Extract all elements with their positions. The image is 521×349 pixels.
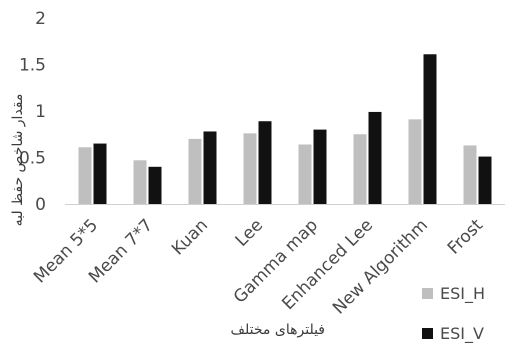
- bar-esi-h: [353, 134, 367, 204]
- legend-swatch: [422, 288, 433, 299]
- bar-esi-v: [258, 121, 272, 204]
- bar-esi-h: [298, 144, 312, 204]
- legend-swatch: [422, 328, 433, 339]
- bar-esi-v: [203, 131, 217, 204]
- x-category-label: Frost: [444, 215, 487, 258]
- y-tick-label: 1.5: [19, 56, 46, 76]
- bar-esi-h: [243, 133, 257, 204]
- legend: ESI_H ESI_V: [422, 284, 485, 344]
- y-tick-label: 0: [35, 195, 46, 215]
- legend-label: ESI_V: [440, 324, 484, 344]
- bar-series: [78, 54, 492, 204]
- y-axis-ticks: 0 0.5 1 1.5 2: [19, 9, 46, 215]
- x-category-label: New Algorithm: [329, 215, 432, 318]
- bar-esi-v: [423, 54, 437, 204]
- x-axis-title: فیلترهای مختلف: [231, 322, 325, 338]
- y-axis-title: مقدار شاخص حفظ لبه: [10, 94, 26, 227]
- bar-esi-v: [93, 143, 107, 204]
- x-category-label: Kuan: [168, 215, 212, 259]
- x-category-label: Lee: [232, 215, 267, 250]
- bar-esi-v: [478, 156, 492, 204]
- y-tick-label: 0.5: [19, 149, 46, 169]
- bar-esi-v: [313, 129, 327, 204]
- bar-esi-h: [188, 138, 202, 204]
- bar-esi-h: [133, 160, 147, 204]
- bar-esi-h: [463, 145, 477, 204]
- legend-label: ESI_H: [440, 284, 485, 304]
- bar-esi-v: [368, 111, 382, 204]
- bar-esi-h: [78, 147, 92, 204]
- bar-esi-h: [408, 119, 422, 204]
- y-tick-label: 2: [35, 9, 46, 29]
- y-tick-label: 1: [35, 102, 46, 122]
- bar-esi-v: [148, 166, 162, 204]
